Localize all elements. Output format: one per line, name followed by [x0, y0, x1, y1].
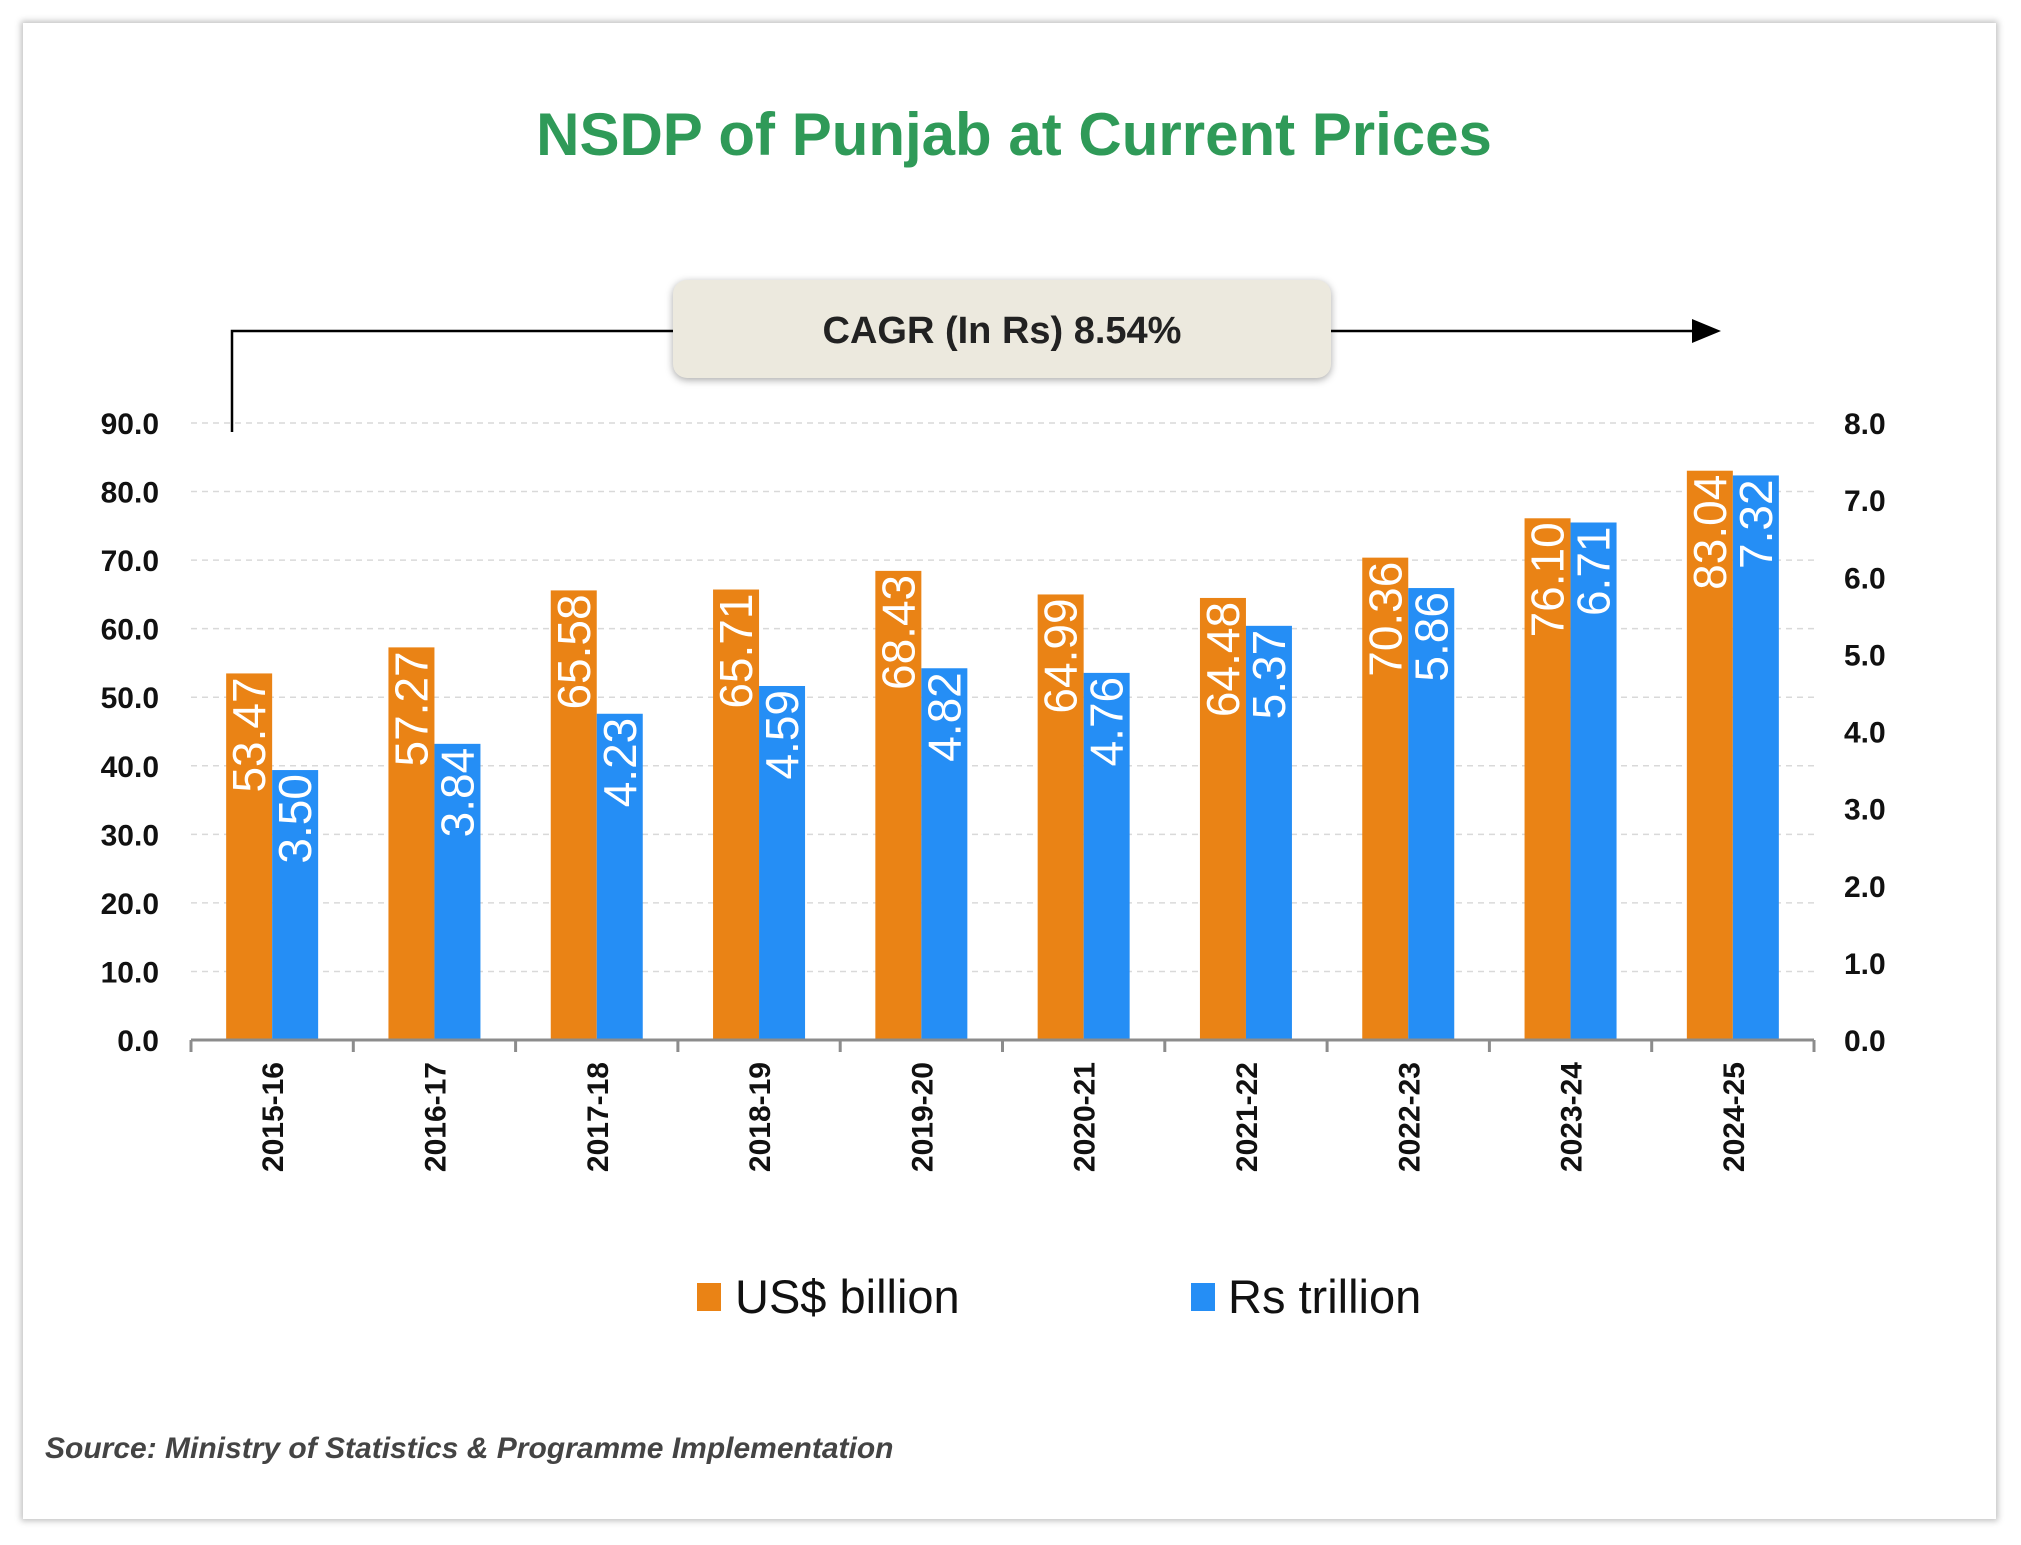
- y-left-tick-label: 70.0: [101, 545, 159, 578]
- cagr-box: [673, 280, 1331, 378]
- y-right-tick-label: 1.0: [1844, 948, 1886, 981]
- y-left-tick-label: 40.0: [101, 751, 159, 784]
- bar-usd-billion: [1524, 518, 1571, 1040]
- arrow-head-icon: [1692, 319, 1721, 343]
- y-left-tick-label: 50.0: [101, 682, 159, 715]
- y-right-tick-label: 5.0: [1844, 639, 1886, 672]
- data-label: 4.76: [1081, 677, 1133, 767]
- y-right-tick-label: 0.0: [1844, 1025, 1886, 1058]
- chart-card: [23, 23, 1996, 1519]
- data-label: 70.36: [1359, 562, 1411, 677]
- data-label: 57.27: [385, 651, 437, 766]
- bar-usd-billion: [1199, 597, 1246, 1040]
- x-tick-label: 2021-22: [1231, 1062, 1264, 1172]
- y-right-tick-label: 4.0: [1844, 717, 1886, 750]
- data-label: 4.82: [918, 672, 970, 762]
- bar-rs-trillion: [596, 713, 643, 1040]
- bar-usd-billion: [550, 590, 597, 1040]
- bar-rs-trillion: [434, 743, 481, 1040]
- bar-rs-trillion: [1732, 475, 1779, 1040]
- legend-swatch-rs: [1191, 1283, 1215, 1311]
- legend-label-rs: Rs trillion: [1228, 1270, 1421, 1323]
- cagr-label: CAGR (In Rs) 8.54%: [823, 310, 1182, 352]
- data-label: 76.10: [1522, 522, 1574, 637]
- bar-rs-trillion: [1408, 588, 1455, 1040]
- data-label: 4.59: [756, 690, 808, 780]
- data-label: 53.47: [223, 677, 275, 792]
- y-left-tick-label: 20.0: [101, 888, 159, 921]
- data-label: 68.43: [872, 575, 924, 690]
- data-label: 7.32: [1730, 479, 1782, 569]
- bar-usd-billion: [1362, 557, 1409, 1040]
- y-right-tick-label: 7.0: [1844, 485, 1886, 518]
- legend-label-usd: US$ billion: [735, 1270, 960, 1323]
- y-left-tick-label: 0.0: [117, 1025, 159, 1058]
- x-tick-label: 2020-21: [1069, 1062, 1102, 1172]
- x-tick-label: 2024-25: [1718, 1062, 1751, 1172]
- legend-swatch-usd: [697, 1283, 721, 1311]
- chart-title: NSDP of Punjab at Current Prices: [536, 101, 1492, 168]
- x-tick-label: 2019-20: [906, 1062, 939, 1172]
- y-left-tick-label: 80.0: [101, 477, 159, 510]
- x-tick-label: 2016-17: [419, 1062, 452, 1172]
- bar-usd-billion: [875, 570, 922, 1040]
- x-tick-label: 2023-24: [1556, 1062, 1589, 1172]
- x-tick-label: 2015-16: [257, 1062, 290, 1172]
- data-label: 65.71: [710, 594, 762, 709]
- bar-rs-trillion: [272, 770, 319, 1040]
- data-label: 5.37: [1243, 630, 1295, 720]
- legend: US$ billion Rs trillion: [697, 1270, 1421, 1323]
- x-tick-label: 2022-23: [1393, 1062, 1426, 1172]
- data-label: 3.84: [431, 748, 483, 838]
- source-note: Source: Ministry of Statistics & Program…: [45, 1432, 894, 1465]
- y-right-tick-label: 8.0: [1844, 408, 1886, 441]
- bar-rs-trillion: [1083, 672, 1130, 1040]
- y-right-tick-label: 6.0: [1844, 562, 1886, 595]
- data-label: 6.71: [1568, 526, 1620, 616]
- data-label: 64.99: [1035, 598, 1087, 713]
- data-label: 4.23: [594, 718, 646, 808]
- bar-rs-trillion: [759, 685, 806, 1040]
- bar-rs-trillion: [1245, 625, 1292, 1040]
- bar-usd-billion: [388, 647, 435, 1040]
- data-label: 3.50: [269, 774, 321, 864]
- bar-rs-trillion: [1570, 522, 1617, 1040]
- bar-usd-billion: [1037, 594, 1084, 1040]
- data-label: 5.86: [1405, 592, 1457, 682]
- bar-usd-billion: [226, 673, 273, 1040]
- bar-usd-billion: [713, 589, 760, 1040]
- x-tick-label: 2018-19: [744, 1062, 777, 1172]
- y-left-tick-label: 30.0: [101, 819, 159, 852]
- y-right-tick-label: 2.0: [1844, 871, 1886, 904]
- y-left-tick-label: 90.0: [101, 408, 159, 441]
- data-label: 83.04: [1684, 475, 1736, 590]
- data-label: 64.48: [1197, 602, 1249, 717]
- cagr-annotation: CAGR (In Rs) 8.54%: [230, 280, 1721, 432]
- bar-usd-billion: [1686, 470, 1733, 1040]
- data-label: 65.58: [548, 594, 600, 709]
- x-tick-label: 2017-18: [582, 1062, 615, 1172]
- bar-rs-trillion: [921, 668, 968, 1040]
- y-left-tick-label: 10.0: [101, 956, 159, 989]
- y-right-tick-label: 3.0: [1844, 794, 1886, 827]
- y-left-tick-label: 60.0: [101, 614, 159, 647]
